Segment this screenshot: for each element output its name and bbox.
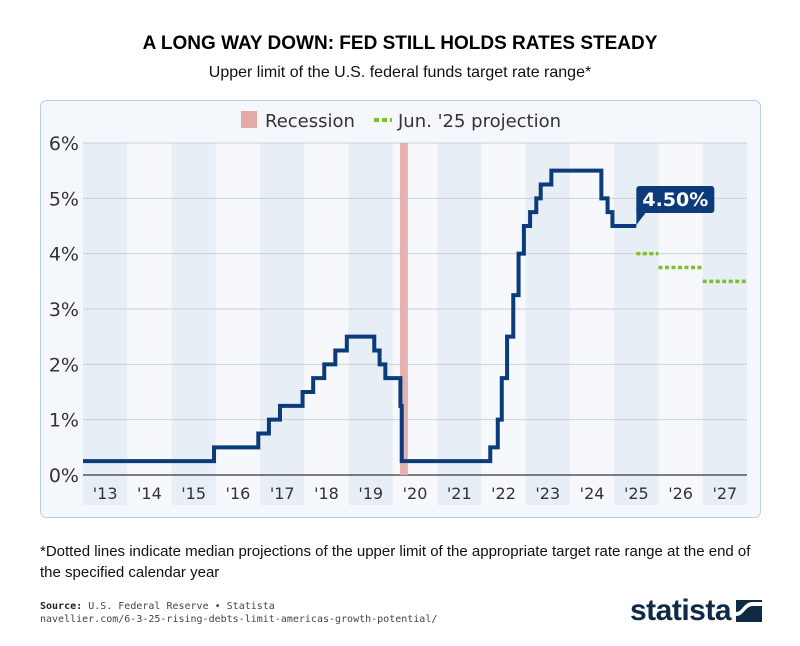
y-tick-label: 5% bbox=[49, 188, 79, 210]
chart-subtitle: Upper limit of the U.S. federal funds ta… bbox=[208, 64, 592, 81]
x-tick-label: '20 bbox=[403, 484, 428, 503]
year-band bbox=[171, 143, 216, 505]
x-tick-label: '16 bbox=[226, 484, 251, 503]
legend-projection-label: Jun. '25 projection bbox=[397, 111, 561, 132]
source: Source: U.S. Federal Reserve • Statista … bbox=[40, 600, 437, 626]
x-tick-label: '22 bbox=[491, 484, 516, 503]
x-tick-label: '24 bbox=[580, 484, 605, 503]
year-band bbox=[304, 143, 349, 505]
year-band bbox=[437, 143, 482, 505]
x-tick-label: '14 bbox=[137, 484, 162, 503]
rate-line bbox=[83, 168, 637, 464]
year-band bbox=[260, 143, 305, 505]
x-tick-label: '25 bbox=[624, 484, 649, 503]
statista-logo: statista bbox=[630, 594, 763, 628]
year-band bbox=[348, 143, 393, 505]
year-band bbox=[127, 143, 172, 505]
annotation-box bbox=[636, 186, 715, 213]
chart-title: A LONG WAY DOWN: FED STILL HOLDS RATES S… bbox=[142, 33, 658, 54]
y-tick-label: 4% bbox=[49, 244, 79, 266]
legend-recession-label: Recession bbox=[265, 111, 355, 132]
recession-band bbox=[399, 143, 408, 475]
legend-recession-swatch bbox=[241, 111, 257, 128]
year-band bbox=[83, 143, 128, 505]
year-band bbox=[392, 143, 438, 505]
y-tick-label: 2% bbox=[49, 354, 79, 376]
x-tick-label: '15 bbox=[181, 484, 206, 503]
x-tick-label: '19 bbox=[358, 484, 383, 503]
year-band bbox=[215, 143, 261, 505]
source-text: U.S. Federal Reserve • Statista bbox=[88, 601, 275, 612]
x-tick-label: '27 bbox=[712, 484, 737, 503]
x-tick-label: '26 bbox=[668, 484, 693, 503]
x-tick-label: '23 bbox=[535, 484, 560, 503]
source-url[interactable]: navellier.com/6-3-25-rising-debts-limit-… bbox=[40, 614, 438, 625]
source-label: Source: bbox=[40, 601, 83, 612]
annotation-label: 4.50% bbox=[642, 189, 708, 211]
year-band bbox=[481, 143, 526, 505]
logo-text: statista bbox=[630, 594, 732, 627]
y-tick-label: 6% bbox=[49, 133, 79, 155]
statista-logo-icon bbox=[736, 600, 763, 622]
x-tick-label: '18 bbox=[314, 484, 339, 503]
y-tick-label: 0% bbox=[49, 465, 79, 487]
footnote: *Dotted lines indicate median projection… bbox=[40, 543, 751, 581]
x-tick-label: '21 bbox=[447, 484, 472, 503]
x-tick-label: '13 bbox=[93, 484, 118, 503]
y-tick-label: 1% bbox=[49, 410, 79, 432]
y-tick-label: 3% bbox=[49, 299, 79, 321]
year-band bbox=[525, 143, 570, 505]
x-tick-label: '17 bbox=[270, 484, 295, 503]
